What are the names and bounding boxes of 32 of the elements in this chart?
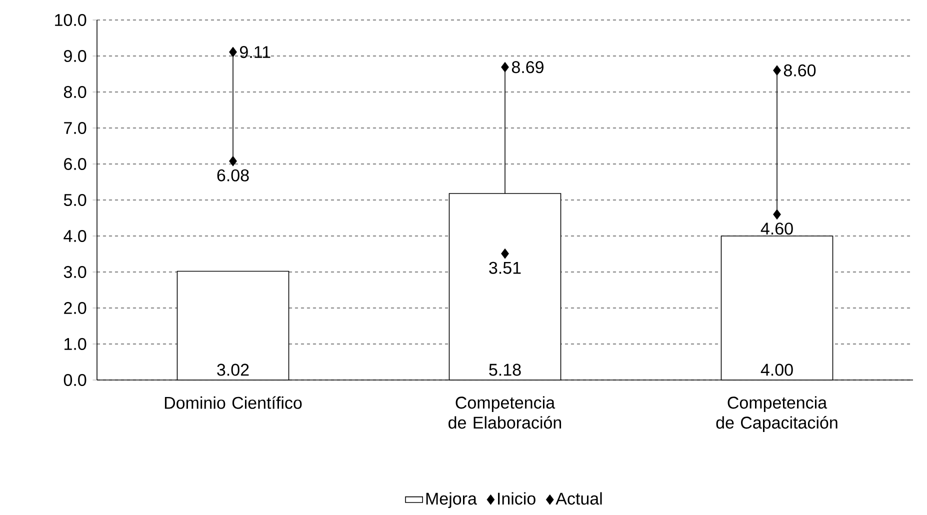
data-label: 4.00 [760,364,793,376]
data-label: 3.02 [217,364,249,376]
y-tick-label: 10.0 [55,14,86,26]
y-tick-label: 9.0 [64,50,86,62]
point [773,209,781,220]
y-tick-label: 5.0 [64,194,86,206]
legend-label: Inicio [498,492,536,505]
data-label: 6.08 [217,169,249,182]
point [229,46,237,58]
data-label: 4.60 [760,222,793,235]
y-tick-label: 7.0 [64,122,86,134]
x-tick-label: Competencia de Capacitación [716,396,838,432]
data-label: 8.69 [512,61,544,74]
point [773,65,781,76]
x-tick-label: Dominio Científico [164,396,302,409]
data-label: 3.51 [489,262,521,274]
y-tick-label: 1.0 [64,338,86,350]
y-tick-label: 8.0 [64,86,86,98]
point [501,62,509,72]
point [229,156,237,166]
data-label: 8.60 [784,64,816,76]
y-tick-label: 3.0 [64,266,86,278]
point [501,248,509,259]
legend-label: Actual [556,492,602,505]
y-tick-label: 4.0 [64,230,86,242]
data-label: 5.18 [489,364,521,376]
x-tick-label: Competencia de Elaboración [448,396,562,429]
y-tick-label: 0.0 [64,374,86,386]
data-label: 9.11 [240,46,270,58]
y-tick-label: 2.0 [64,302,86,314]
y-tick-label: 6.0 [64,158,86,170]
legend-label: Mejora [426,492,477,508]
